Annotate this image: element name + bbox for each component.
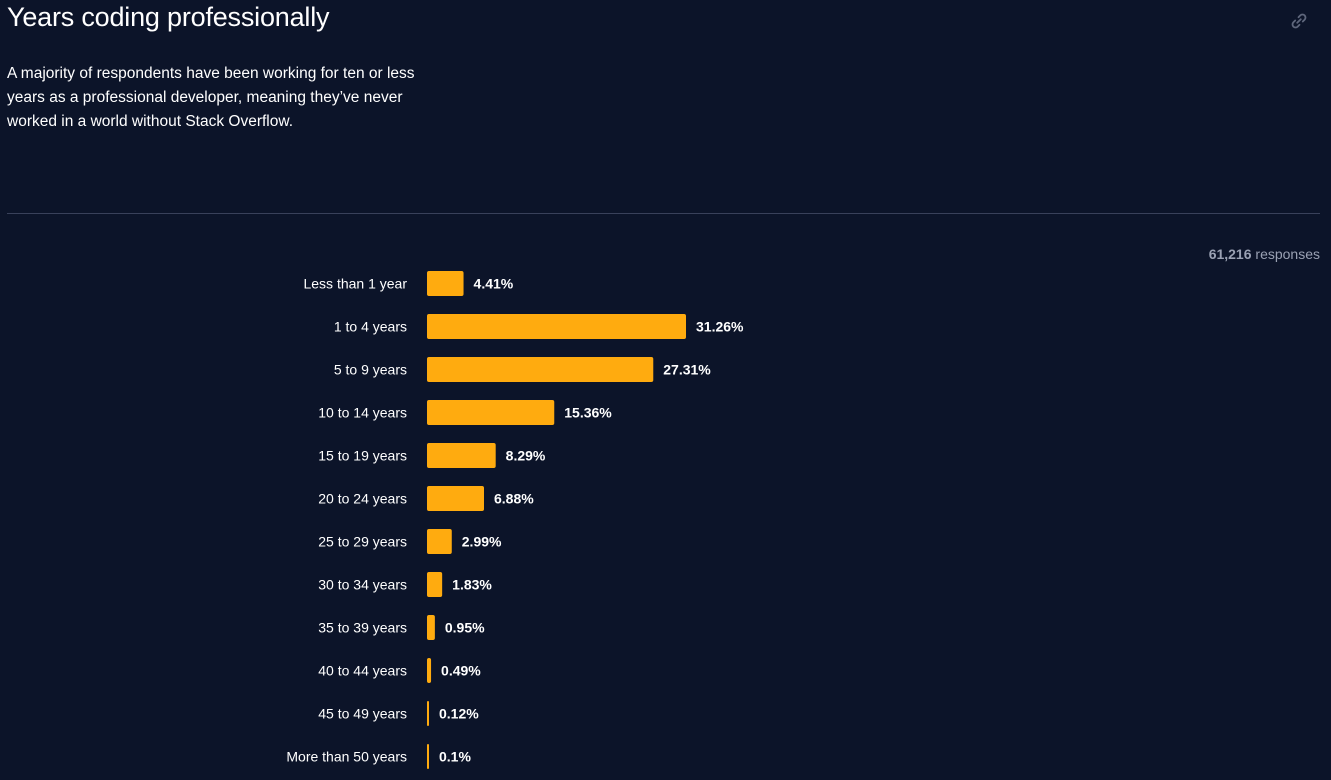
bar-value-label: 15.36% [564,405,612,421]
bar[interactable] [427,400,555,425]
chart-description: A majority of respondents have been work… [7,65,415,130]
bar[interactable] [427,744,429,769]
bar[interactable] [427,529,452,554]
category-label: 35 to 39 years [318,620,407,636]
responses-label: responses [1255,246,1320,262]
responses-count: 61,216 responses [1209,246,1320,262]
category-label: 5 to 9 years [334,362,407,378]
category-label: Less than 1 year [303,276,407,292]
bar[interactable] [427,572,443,597]
category-label: 10 to 14 years [318,405,407,421]
bar[interactable] [427,314,686,339]
bar-value-label: 0.49% [441,663,481,679]
responses-number: 61,216 [1208,246,1252,262]
link-icon[interactable] [1289,11,1309,31]
bar-value-label: 4.41% [474,276,514,292]
page-title: Years coding professionally [7,2,330,32]
bar-value-label: 0.12% [439,706,479,722]
category-label: 40 to 44 years [318,663,407,679]
bar-value-label: 31.26% [696,319,744,335]
bar-value-label: 1.83% [452,577,492,593]
category-label: 20 to 24 years [318,491,407,507]
bar[interactable] [427,486,484,511]
bar-value-label: 2.99% [462,534,502,550]
category-label: 25 to 29 years [318,534,407,550]
category-label: 30 to 34 years [318,577,407,593]
bar[interactable] [427,357,654,382]
divider [7,213,1320,214]
bar-value-label: 0.1% [439,749,471,765]
bar[interactable] [427,443,496,468]
category-label: 45 to 49 years [318,706,407,722]
category-label: More than 50 years [286,749,407,765]
bar-value-label: 8.29% [506,448,546,464]
bar[interactable] [427,701,429,726]
bar[interactable] [427,271,464,296]
bar[interactable] [427,658,432,683]
bar[interactable] [427,615,435,640]
category-label: 1 to 4 years [334,319,407,335]
bar-value-label: 6.88% [494,491,534,507]
bar-value-label: 27.31% [663,362,711,378]
bar-value-label: 0.95% [445,620,485,636]
category-label: 15 to 19 years [318,448,407,464]
